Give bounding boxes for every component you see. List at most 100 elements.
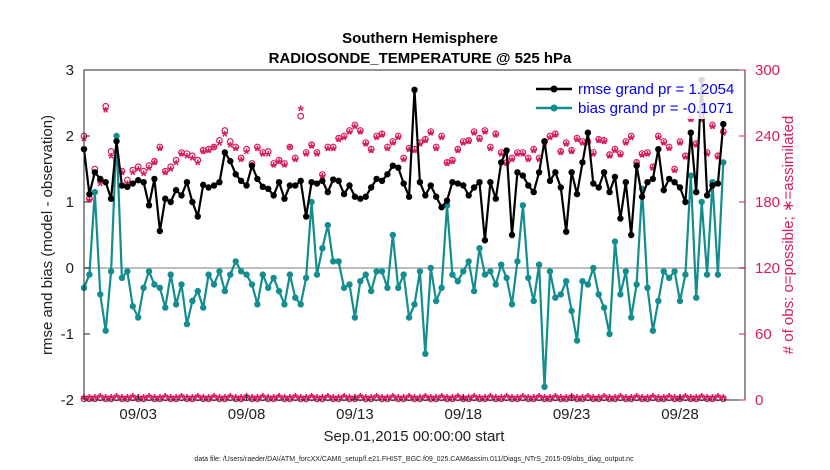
bias-point: [552, 294, 559, 301]
y-tick-label: -1: [61, 326, 74, 343]
obs-assimilated-marker: *: [438, 391, 445, 408]
obs-assimilated-marker: *: [547, 132, 554, 149]
obs-possible-marker: [340, 132, 348, 140]
y-axis-label: rmse and bias (model - observation): [39, 115, 56, 355]
rmse-point: [216, 179, 223, 186]
obs-assimilated-marker: *: [205, 146, 212, 163]
bias-point: [703, 271, 711, 278]
rmse-point: [221, 149, 229, 156]
bias-point: [259, 271, 266, 278]
obs-assimilated-marker: *: [563, 139, 570, 156]
obs-possible-marker: [351, 121, 359, 129]
bias-point: [102, 327, 109, 334]
rmse-point: [709, 182, 716, 189]
rmse-point: [205, 184, 212, 191]
rmse-point: [470, 184, 478, 191]
rmse-point: [357, 195, 364, 202]
obs-assimilated-marker: *: [650, 391, 657, 408]
obs-assimilated-marker: *: [140, 169, 147, 186]
rmse-point: [286, 182, 294, 189]
obs-assimilated-marker: *: [178, 391, 185, 408]
rmse-point: [497, 159, 505, 166]
obs-assimilated-marker: *: [471, 128, 478, 145]
obs-assimilated-marker: *: [151, 158, 158, 175]
obs-possible-marker: [373, 132, 380, 140]
obs-assimilated-marker: *: [195, 391, 202, 408]
rmse-point: [530, 188, 537, 196]
obs-assimilated-marker: *: [699, 391, 706, 408]
rmse-point: [443, 197, 451, 204]
bias-point: [194, 287, 201, 295]
rmse-point: [503, 147, 510, 154]
rmse-point: [600, 169, 608, 176]
rmse-point: [237, 177, 245, 185]
obs-assimilated-marker: *: [330, 143, 337, 160]
obs-assimilated-marker: *: [303, 149, 310, 166]
obs-possible-marker: [573, 134, 581, 142]
bias-point: [519, 202, 527, 209]
rmse-point: [622, 179, 630, 186]
bias-point: [97, 291, 104, 298]
obs-assimilated-marker: *: [617, 391, 624, 408]
rmse-point: [194, 213, 201, 220]
obs-possible-marker: [654, 132, 662, 140]
bias-point: [134, 314, 142, 321]
obs-assimilated-marker: *: [449, 157, 456, 174]
obs-possible-marker: [270, 160, 278, 167]
rmse-point: [525, 182, 532, 189]
rmse-point: [703, 192, 711, 199]
rmse-point: [91, 169, 99, 176]
obs-assimilated-marker: *: [86, 195, 93, 212]
y2-tick-label: 60: [755, 326, 772, 343]
bias-point: [86, 271, 93, 278]
obs-assimilated-marker: *: [634, 391, 641, 408]
obs-possible-marker: [232, 143, 240, 151]
axes-group: 09/03 09/08 09/13 09/18 09/23 09/28 -2 -1 0 1 2 3 0 6…: [61, 62, 780, 423]
bias-point: [595, 291, 602, 298]
rmse-point: [541, 138, 548, 145]
obs-assimilated-marker: *: [715, 391, 722, 408]
obs-assimilated-marker: *: [281, 160, 288, 177]
obs-assimilated-marker: *: [336, 135, 343, 152]
obs-possible-marker: [253, 143, 261, 151]
rmse-point: [140, 179, 147, 186]
bias-point: [628, 314, 635, 321]
obs-assimilated-marker: *: [487, 143, 494, 160]
obs-assimilated-marker: *: [715, 152, 722, 169]
rmse-series-group: [80, 76, 727, 244]
bias-point: [432, 297, 440, 305]
obs-possible-marker: [172, 156, 180, 164]
bias-point: [162, 304, 169, 311]
obs-possible-marker: [221, 127, 229, 134]
obs-assimilated-marker: *: [455, 391, 462, 408]
obs-assimilated-marker: *: [666, 143, 673, 160]
rmse-point: [395, 164, 402, 171]
obs-assimilated-marker: *: [536, 391, 543, 408]
obs-possible-marker: [237, 154, 245, 162]
data-file-footnote: data file: /Users/raeder/DAI/ATM_forcXX/…: [194, 456, 634, 463]
bias-point: [584, 281, 592, 288]
rmse-point: [384, 171, 391, 178]
bias-point: [687, 172, 695, 179]
obs-assimilated-marker: *: [352, 121, 359, 138]
legend-rmse-label: rmse grand pr = 1.2054: [578, 81, 734, 98]
bias-point: [308, 198, 315, 206]
obs-assimilated-marker: *: [211, 142, 218, 159]
rmse-point: [573, 190, 581, 198]
obs-possible-marker: [313, 149, 321, 156]
bias-point: [243, 271, 250, 278]
bias-point: [427, 264, 434, 272]
obs-possible-marker: [443, 158, 451, 166]
obs-possible-marker: [421, 135, 429, 143]
obs-assimilated-marker: *: [612, 146, 619, 163]
obs-assimilated-marker: *: [254, 143, 261, 160]
rmse-point: [693, 188, 700, 196]
rmse-point: [346, 182, 353, 189]
obs-assimilated-marker: *: [623, 138, 630, 155]
obs-assimilated-marker: *: [688, 115, 695, 132]
obs-possible-marker: [308, 141, 315, 149]
bias-point: [503, 274, 510, 282]
obs-possible-marker: [216, 136, 223, 144]
obs-assimilated-marker: *: [390, 391, 397, 408]
